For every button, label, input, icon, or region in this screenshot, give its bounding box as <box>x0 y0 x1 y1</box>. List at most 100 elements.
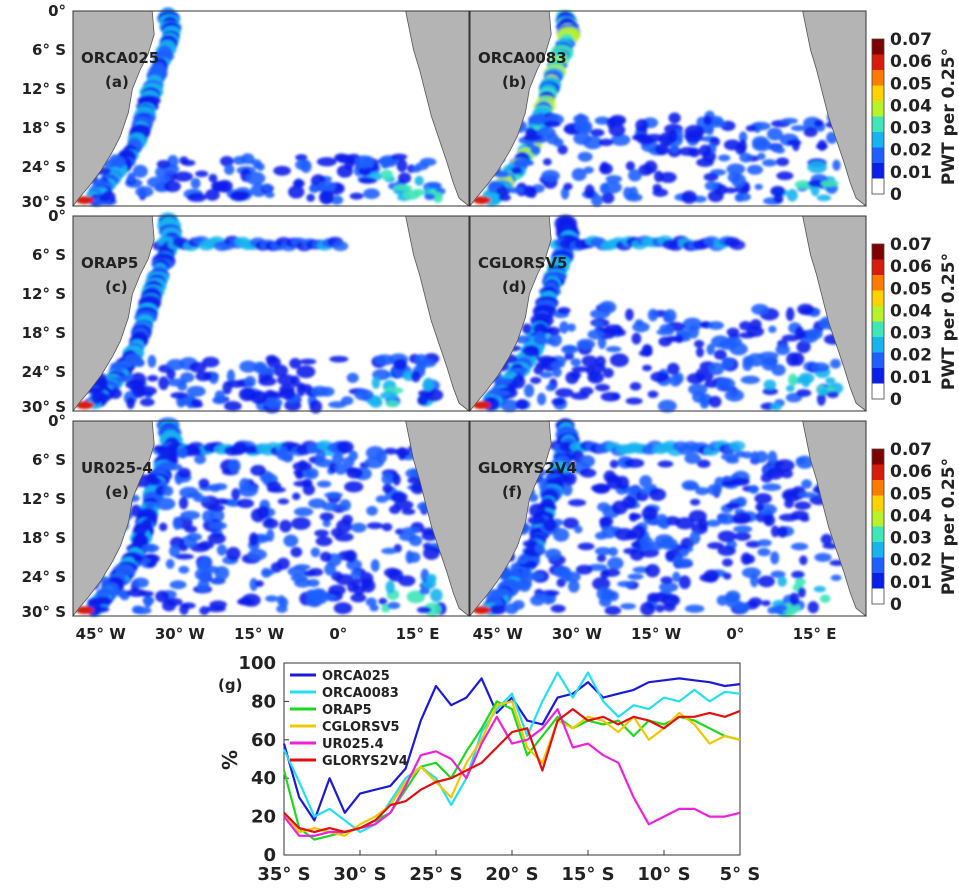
y-tick-label: 80 <box>251 691 276 712</box>
legend-label: UR025.4 <box>322 737 384 752</box>
colorbar-tick: 0.01 <box>890 368 932 388</box>
x-tick-label: 10° S <box>637 864 690 885</box>
x-tick-label: 5° S <box>720 864 761 885</box>
colorbar-swatch <box>872 573 884 589</box>
map-frame <box>72 215 470 412</box>
colorbar-tick: 0.03 <box>890 119 932 139</box>
south-america-land <box>72 215 155 413</box>
lat-tick-label: 12° S <box>22 490 66 508</box>
colorbar-label: PWT per 0.25° <box>939 253 959 390</box>
panel-tag: (a) <box>105 73 129 91</box>
colorbar-swatch <box>872 116 884 133</box>
colorbar-tick: 0.06 <box>890 462 932 482</box>
colorbar-tick: 0 <box>890 185 902 205</box>
colorbar-tick: 0.04 <box>890 96 932 116</box>
colorbar-swatch <box>872 321 884 338</box>
colorbar-tick: 0.03 <box>890 324 932 344</box>
lat-tick-label: 30° S <box>22 193 66 211</box>
colorbar-swatch <box>872 495 884 512</box>
lat-tick-label: 24° S <box>22 363 66 381</box>
map-frame <box>72 10 470 207</box>
south-america-land <box>72 10 155 208</box>
map-frame <box>469 215 867 412</box>
colorbar-tick: 0.07 <box>890 30 932 50</box>
lon-tick-label: 15° W <box>234 625 285 643</box>
panel-tag: (c) <box>105 278 128 296</box>
lat-tick-label: 0° <box>48 207 66 225</box>
series-line-orca025 <box>282 677 741 822</box>
y-tick-label: 20 <box>251 807 276 828</box>
panel-model-label: CGLORSV5 <box>478 254 568 272</box>
colorbar-swatch <box>872 85 884 102</box>
colorbar-swatch <box>872 244 884 260</box>
lon-tick-label: 45° W <box>473 625 524 643</box>
colorbar-swatch <box>872 147 884 164</box>
colorbar-swatch <box>872 70 884 86</box>
pwt-field <box>75 7 446 207</box>
south-america-land <box>72 420 155 618</box>
map-panel-6: GLORYS2V4 (f) <box>469 418 867 618</box>
map-panel-4: CGLORSV5 (d) <box>469 214 867 413</box>
map-axis-labels: 0°6° S12° S18° S24° S30° S0°6° S12° S18°… <box>22 2 837 643</box>
colorbar-label: PWT per 0.25° <box>939 458 959 595</box>
colorbar-swatch <box>872 352 884 369</box>
panel-model-label: ORCA025 <box>81 49 159 67</box>
colorbar-swatch <box>872 306 884 322</box>
colorbar-swatch <box>872 449 884 465</box>
colorbar-swatch <box>872 368 884 384</box>
lat-tick-label: 6° S <box>32 41 66 59</box>
panel-tag: (f) <box>502 483 522 501</box>
colorbar-tick: 0.06 <box>890 52 932 72</box>
lat-tick-label: 30° S <box>22 603 66 621</box>
map-panel-2: ORCA0083 (b) <box>469 9 867 208</box>
colorbar-swatch <box>872 383 884 400</box>
colorbar-swatch <box>872 290 884 307</box>
colorbar-tick: 0.02 <box>890 551 932 571</box>
colorbar-tick: 0.04 <box>890 301 932 321</box>
legend-label: ORAP5 <box>322 703 372 718</box>
panel-model-label: ORAP5 <box>81 254 138 272</box>
colorbar-tick: 0.01 <box>890 573 932 593</box>
lat-tick-label: 24° S <box>22 568 66 586</box>
colorbar-tick: 0.02 <box>890 346 932 366</box>
colorbar-frame <box>871 38 885 195</box>
lat-tick-label: 0° <box>48 2 66 20</box>
colorbar-swatch <box>872 275 884 291</box>
y-tick-label: 40 <box>251 768 276 789</box>
legend-label: GLORYS2V4 <box>322 754 408 769</box>
map-panel-5: UR025-4 (e) <box>72 417 470 618</box>
map-frame <box>469 420 867 617</box>
colorbar-swatch <box>872 132 884 148</box>
lat-tick-label: 6° S <box>32 246 66 264</box>
south-america-land <box>469 420 552 618</box>
x-tick-label: 30° S <box>333 864 386 885</box>
lat-tick-label: 12° S <box>22 80 66 98</box>
colorbar-swatch <box>872 588 884 605</box>
x-tick-label: 15° S <box>561 864 614 885</box>
legend-label: ORCA0083 <box>322 686 399 701</box>
colorbar-swatch <box>872 464 884 481</box>
colorbar-tick: 0.03 <box>890 529 932 549</box>
map-panels: ORCA025 (a) ORCA0083 (b) ORAP5 (c) CGLORSV5 (d)… <box>72 7 867 618</box>
lon-tick-label: 30° W <box>155 625 206 643</box>
map-frame <box>72 420 470 617</box>
y-axis-label: % <box>218 750 242 770</box>
colorbar-swatch <box>872 163 884 179</box>
colorbar-label: PWT per 0.25° <box>939 48 959 185</box>
x-tick-label: 20° S <box>485 864 538 885</box>
colorbar-frame <box>871 448 885 605</box>
lat-tick-label: 18° S <box>22 529 66 547</box>
line-chart: 0 20 40 60 80 100 35° S 30° S 25° S 20° S 15° S 10°… <box>218 653 760 885</box>
colorbar-tick: 0 <box>890 595 902 615</box>
colorbar-swatch <box>872 511 884 527</box>
lat-tick-label: 24° S <box>22 158 66 176</box>
panel-tag: (b) <box>502 73 526 91</box>
colorbar-tick: 0.06 <box>890 257 932 277</box>
colorbar-swatch <box>872 526 884 543</box>
colorbar-swatch <box>872 39 884 55</box>
lon-tick-label: 15° W <box>631 625 682 643</box>
colorbar-tick: 0.02 <box>890 141 932 161</box>
panel-model-label: UR025-4 <box>81 459 153 477</box>
